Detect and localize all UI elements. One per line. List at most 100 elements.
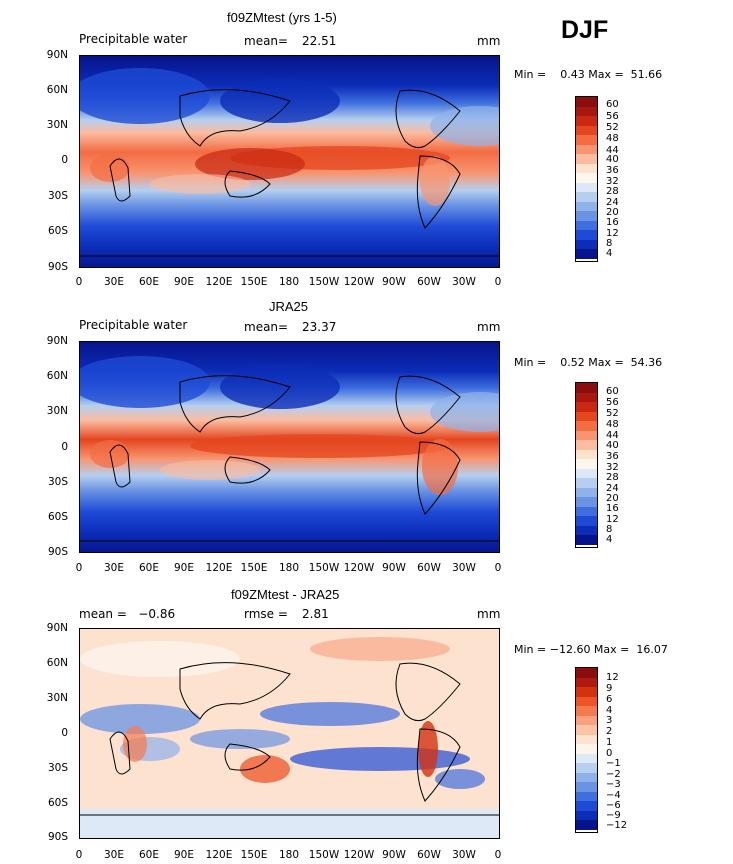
panel-3-xtick: 30E bbox=[104, 849, 124, 861]
season-label: DJF bbox=[561, 16, 609, 44]
colorbar-swatch bbox=[576, 487, 597, 498]
colorbar-swatch bbox=[576, 383, 597, 393]
panel-3-ytick: 60N bbox=[46, 657, 68, 669]
panel-3-xtick: 90E bbox=[174, 849, 194, 861]
panel-1-xtick: 0 bbox=[494, 276, 502, 288]
panel-3-xtick: 0 bbox=[75, 849, 83, 861]
panel-3-minmax: Min = −12.60 Max = 16.07 bbox=[514, 643, 668, 656]
colorbar-swatch bbox=[576, 506, 597, 517]
colorbar-swatch bbox=[576, 125, 597, 136]
colorbar-swatch bbox=[576, 154, 597, 164]
panel-2-colorbar-label: 20 bbox=[606, 493, 619, 504]
colorbar-swatch bbox=[576, 468, 597, 479]
panel-2-colorbar-label: 60 bbox=[606, 386, 619, 397]
panel-2-xtick: 0 bbox=[75, 562, 83, 574]
panel-3-colorbar-label: 2 bbox=[606, 726, 613, 737]
colorbar-swatch bbox=[576, 392, 597, 403]
panel-2-xtick: 120E bbox=[205, 562, 233, 574]
panel-1-xtick: 180 bbox=[278, 276, 300, 288]
colorbar-swatch bbox=[576, 696, 597, 707]
colorbar-swatch bbox=[576, 791, 597, 802]
colorbar-swatch bbox=[576, 249, 597, 259]
panel-1-colorbar-label: 28 bbox=[606, 186, 619, 197]
panel-2-ytick: 30S bbox=[47, 476, 68, 488]
colorbar-swatch bbox=[576, 810, 597, 821]
panel-3-colorbar-label: 6 bbox=[606, 694, 613, 705]
panel-3-ytick: 30N bbox=[46, 692, 68, 704]
panel-2-xtick: 0 bbox=[494, 562, 502, 574]
panel-3-xtick: 60W bbox=[417, 849, 441, 861]
panel-3-colorbar-label: −1 bbox=[606, 758, 621, 769]
panel-1-ytick: 60N bbox=[46, 84, 68, 96]
panel-1-mean-value: 22.51 bbox=[302, 34, 337, 48]
panel-1-colorbar-label: 48 bbox=[606, 133, 619, 144]
panel-3-colorbar-label: 3 bbox=[606, 715, 613, 726]
panel-1-xtick: 120E bbox=[205, 276, 233, 288]
panel-1-xtick: 90E bbox=[174, 276, 194, 288]
panel-1-xtick: 60E bbox=[139, 276, 159, 288]
panel-1-ytick: 0 bbox=[61, 154, 68, 166]
panel-2-colorbar-label: 56 bbox=[606, 397, 619, 408]
panel-3-unit: mm bbox=[477, 607, 501, 621]
panel-2-map bbox=[79, 341, 500, 553]
panel-3-xtick: 60E bbox=[139, 849, 159, 861]
panel-2-xtick: 180 bbox=[278, 562, 300, 574]
colorbar-swatch bbox=[576, 687, 597, 697]
panel-1-xtick: 60W bbox=[417, 276, 441, 288]
panel-1-unit: mm bbox=[477, 34, 501, 48]
colorbar-swatch bbox=[576, 668, 597, 678]
panel-2-ytick: 30N bbox=[46, 405, 68, 417]
panel-2-colorbar-label: 52 bbox=[606, 408, 619, 419]
panel-2-ytick: 60N bbox=[46, 370, 68, 382]
panel-1-colorbar-label: 24 bbox=[606, 197, 619, 208]
colorbar-swatch bbox=[576, 135, 597, 145]
panel-3-map bbox=[79, 628, 500, 839]
panel-3-xtick: 180 bbox=[278, 849, 300, 861]
colorbar-swatch bbox=[576, 116, 597, 126]
colorbar-swatch bbox=[576, 715, 597, 726]
colorbar-swatch bbox=[576, 801, 597, 811]
panel-2-xtick: 90W bbox=[382, 562, 406, 574]
colorbar-swatch bbox=[576, 763, 597, 773]
panel-3-ytick: 30S bbox=[47, 762, 68, 774]
panel-1-xtick: 30W bbox=[452, 276, 476, 288]
colorbar-swatch bbox=[576, 772, 597, 783]
panel-2-colorbar-label: 24 bbox=[606, 483, 619, 494]
colorbar-swatch bbox=[576, 535, 597, 545]
colorbar-swatch bbox=[576, 820, 597, 830]
panel-3-colorbar-label: −4 bbox=[606, 790, 621, 801]
colorbar-swatch bbox=[576, 459, 597, 469]
panel-2-xtick: 60W bbox=[417, 562, 441, 574]
colorbar-swatch bbox=[576, 753, 597, 764]
panel-3-colorbar bbox=[575, 667, 598, 833]
panel-3-mean-label: mean = −0.86 bbox=[79, 607, 176, 621]
panel-2-title: JRA25 bbox=[269, 299, 309, 314]
panel-3-xtick: 150W bbox=[308, 849, 340, 861]
panel-2-ytick: 0 bbox=[61, 441, 68, 453]
panel-1-colorbar-label: 12 bbox=[606, 228, 619, 239]
panel-1-colorbar-label: 32 bbox=[606, 176, 619, 187]
colorbar-swatch bbox=[576, 516, 597, 526]
panel-2-xtick: 150E bbox=[240, 562, 268, 574]
panel-3-xtick: 90W bbox=[382, 849, 406, 861]
panel-1-ytick: 90S bbox=[47, 261, 68, 273]
panel-2-mean-value: 23.37 bbox=[302, 320, 337, 334]
panel-1-minmax: Min = 0.43 Max = 51.66 bbox=[514, 68, 663, 81]
colorbar-swatch bbox=[576, 211, 597, 221]
colorbar-swatch bbox=[576, 430, 597, 441]
colorbar-swatch bbox=[576, 201, 597, 212]
colorbar-swatch bbox=[576, 440, 597, 450]
panel-1-ytick: 90N bbox=[46, 49, 68, 61]
colorbar-swatch bbox=[576, 706, 597, 716]
panel-1-colorbar-label: 4 bbox=[606, 248, 613, 259]
panel-2-xtick: 30W bbox=[452, 562, 476, 574]
colorbar-swatch bbox=[576, 144, 597, 155]
colorbar-swatch bbox=[576, 106, 597, 117]
panel-1-xtick: 150E bbox=[240, 276, 268, 288]
panel-3-title: f09ZMtest - JRA25 bbox=[231, 587, 340, 602]
panel-2-xtick: 90E bbox=[174, 562, 194, 574]
panel-2-ytick: 60S bbox=[47, 511, 68, 523]
panel-1-xtick: 120W bbox=[343, 276, 375, 288]
panel-2-field bbox=[80, 342, 499, 552]
panel-1-colorbar-label: 40 bbox=[606, 154, 619, 165]
